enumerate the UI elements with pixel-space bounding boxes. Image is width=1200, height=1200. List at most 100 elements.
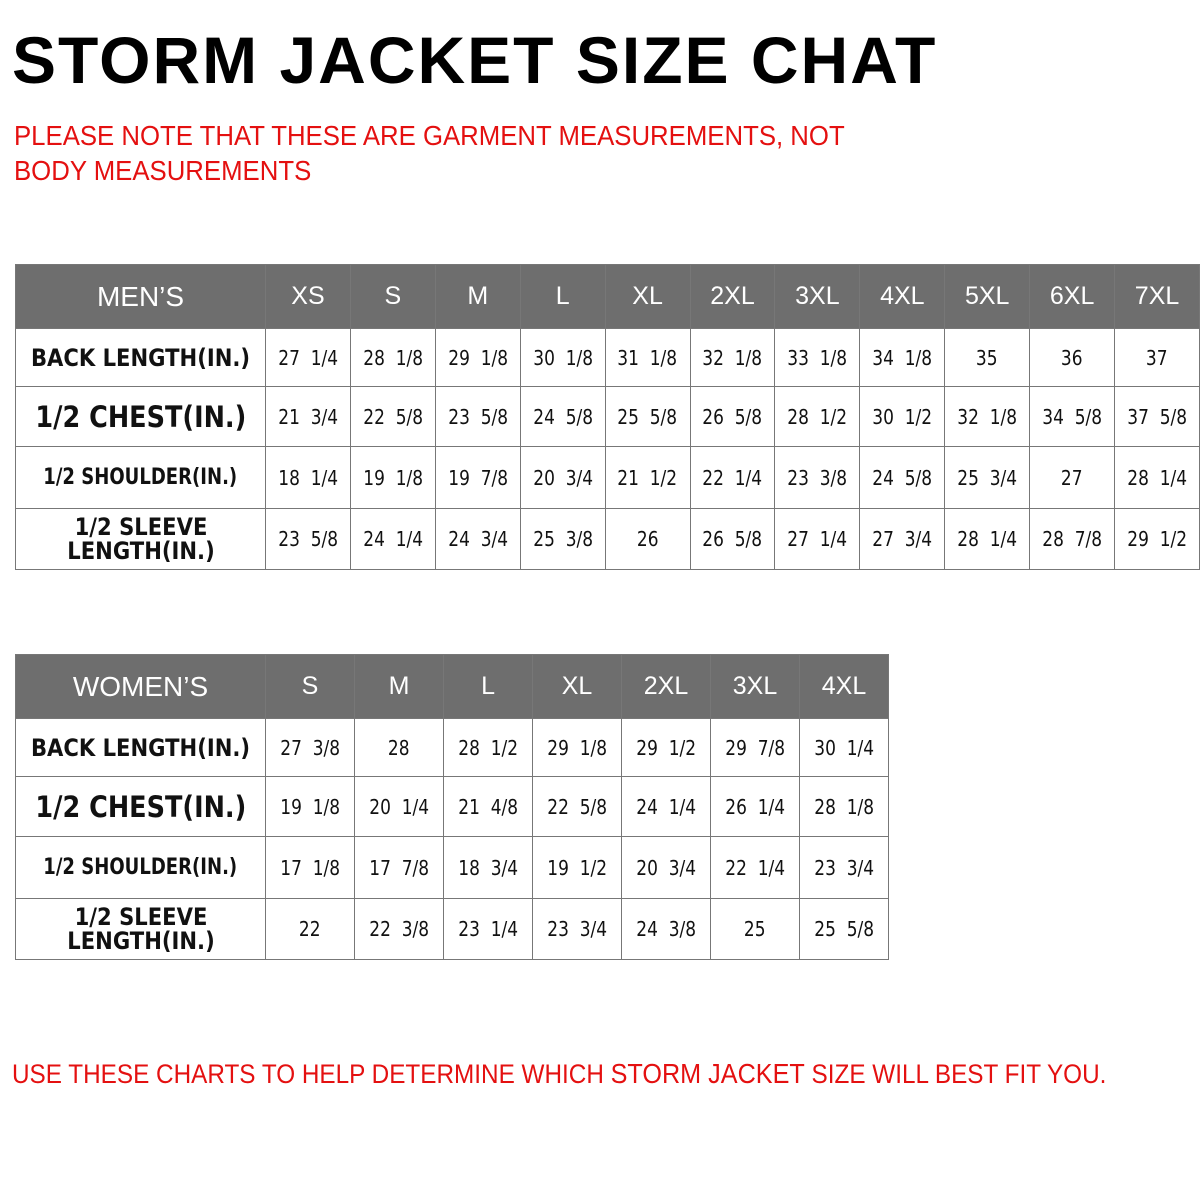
- measurement-cell: 25: [710, 898, 801, 960]
- measurement-value: 23 1/4: [458, 917, 518, 941]
- row-label-text: 1/2 CHEST(IN.): [35, 399, 246, 434]
- table-row: 1/2 SHOULDER(IN.) 17 1/8 17 7/8 18 3/4 19 1/…: [14, 836, 890, 899]
- row-label-text: BACK LENGTH(IN.): [30, 733, 251, 762]
- measurement-cell: 17 1/8: [265, 836, 356, 899]
- measurement-cell: 34 1/8: [859, 328, 946, 387]
- measurement-cell: 28 1/8: [799, 776, 890, 837]
- measurement-value: 27 1/4: [787, 527, 848, 551]
- size-header: 2XL: [621, 654, 712, 719]
- measurement-cell: 29 1/8: [434, 328, 521, 387]
- table-row: 1/2 CHEST(IN.) 19 1/8 20 1/4 21 4/8 22 5/8 24…: [14, 776, 890, 837]
- row-label-text: 1/2 SHOULDER(IN.): [43, 854, 238, 880]
- size-header: 6XL: [1029, 264, 1116, 329]
- measurement-cell: 26: [604, 508, 691, 570]
- measurement-value: 24 5/8: [872, 465, 933, 490]
- measurement-cell: 30 1/8: [519, 328, 606, 387]
- measurement-value: 20 3/4: [636, 855, 696, 880]
- measurement-value: 22: [299, 917, 321, 941]
- measurement-cell: 22 1/4: [710, 836, 801, 899]
- measurement-value: 26: [636, 527, 659, 551]
- size-header: L: [519, 264, 606, 329]
- measurement-value: 28 1/8: [814, 794, 874, 819]
- measurement-cell: 31 1/8: [604, 328, 691, 387]
- measurement-value: 27 1/4: [278, 345, 338, 370]
- row-label: 1/2 SHOULDER(IN.): [14, 836, 267, 899]
- measurement-cell: 27: [1029, 446, 1116, 509]
- measurement-value: 29 1/2: [636, 735, 696, 760]
- measurement-value: 21 4/8: [458, 794, 518, 819]
- table-row: BACK LENGTH(IN.) 27 3/8 28 28 1/2 29 1/8 29 1…: [14, 718, 890, 777]
- measurement-cell: 22 5/8: [349, 386, 436, 447]
- measurement-value: 23 5/8: [447, 404, 508, 429]
- row-label: 1/2 CHEST(IN.): [14, 386, 267, 447]
- measurement-cell: 19 1/2: [532, 836, 623, 899]
- size-header: S: [349, 264, 436, 329]
- garment-measurement-note: PLEASE NOTE THAT THESE ARE GARMENT MEASU…: [14, 120, 845, 186]
- size-header: M: [434, 264, 521, 329]
- measurement-cell: 21 3/4: [265, 386, 351, 447]
- measurement-cell: 26 1/4: [710, 776, 801, 837]
- measurement-value: 28 1/8: [362, 345, 423, 370]
- measurement-cell: 26 5/8: [689, 508, 776, 570]
- measurement-cell: 20 3/4: [519, 446, 606, 509]
- measurement-cell: 25 3/8: [519, 508, 606, 570]
- measurement-value: 28 1/2: [458, 735, 518, 760]
- measurement-cell: 30 1/4: [799, 718, 890, 777]
- size-header: 5XL: [944, 264, 1031, 329]
- page-title: STORM JACKET SIZE CHAT: [12, 23, 938, 97]
- measurement-value: 27 3/4: [872, 527, 933, 551]
- row-label-text: 1/2 SLEEVE LENGTH(IN.): [66, 513, 215, 565]
- table-corner-label: WOMEN’S: [14, 654, 267, 719]
- womens-header-row: WOMEN’S S M L XL 2XL 3XL 4XL: [14, 654, 890, 719]
- measurement-cell: 19 1/8: [349, 446, 436, 509]
- measurement-cell: 28 1/2: [443, 718, 534, 777]
- measurement-value: 19 1/2: [547, 855, 607, 880]
- measurement-value: 29 1/2: [1127, 527, 1187, 551]
- measurement-value: 28 1/4: [957, 527, 1018, 551]
- measurement-cell: 23 3/4: [532, 898, 623, 960]
- measurement-value: 20 1/4: [369, 794, 429, 819]
- measurement-value: 23 3/4: [814, 855, 874, 880]
- measurement-cell: 24 1/4: [349, 508, 436, 570]
- measurement-value: 30 1/4: [814, 735, 874, 760]
- measurement-value: 25 3/4: [957, 465, 1018, 490]
- measurement-cell: 25 5/8: [799, 898, 890, 960]
- table-corner-label: MEN’S: [14, 264, 267, 329]
- measurement-value: 24 3/8: [636, 917, 696, 941]
- measurement-value: 23 5/8: [278, 527, 338, 551]
- measurement-value: 24 1/4: [636, 794, 696, 819]
- measurement-cell: 19 1/8: [265, 776, 356, 837]
- measurement-value: 22 1/4: [702, 465, 763, 490]
- measurement-value: 23 3/8: [787, 465, 848, 490]
- measurement-value: 25 3/8: [532, 527, 593, 551]
- measurement-cell: 21 4/8: [443, 776, 534, 837]
- measurement-value: 18 3/4: [458, 855, 518, 880]
- measurement-value: 25: [744, 917, 766, 941]
- row-label: BACK LENGTH(IN.): [14, 328, 267, 387]
- table-row: BACK LENGTH(IN.) 27 1/4 28 1/8 29 1/8 30 1/8…: [14, 328, 1200, 387]
- measurement-cell: 37: [1114, 328, 1200, 387]
- size-header: XL: [532, 654, 623, 719]
- size-header: 7XL: [1114, 264, 1200, 329]
- measurement-value: 26 5/8: [702, 527, 763, 551]
- measurement-cell: 23 5/8: [434, 386, 521, 447]
- row-label-text: 1/2 CHEST(IN.): [35, 789, 246, 824]
- measurement-value: 25 5/8: [814, 917, 874, 941]
- measurement-value: 22 5/8: [547, 794, 607, 819]
- measurement-cell: 28 1/8: [349, 328, 436, 387]
- measurement-value: 22 5/8: [362, 404, 423, 429]
- measurement-value: 26 5/8: [702, 404, 763, 429]
- measurement-value: 17 7/8: [369, 855, 429, 880]
- measurement-cell: 35: [944, 328, 1031, 387]
- measurement-value: 34 5/8: [1042, 404, 1103, 429]
- measurement-value: 37: [1146, 345, 1168, 370]
- measurement-cell: 25 3/4: [944, 446, 1031, 509]
- measurement-cell: 17 7/8: [354, 836, 445, 899]
- measurement-value: 30 1/8: [532, 345, 593, 370]
- measurement-value: 21 3/4: [278, 404, 338, 429]
- measurement-cell: 28 1/4: [944, 508, 1031, 570]
- row-label: 1/2 SHOULDER(IN.): [14, 446, 267, 509]
- measurement-cell: 28: [354, 718, 445, 777]
- measurement-cell: 20 1/4: [354, 776, 445, 837]
- measurement-value: 29 1/8: [447, 345, 508, 370]
